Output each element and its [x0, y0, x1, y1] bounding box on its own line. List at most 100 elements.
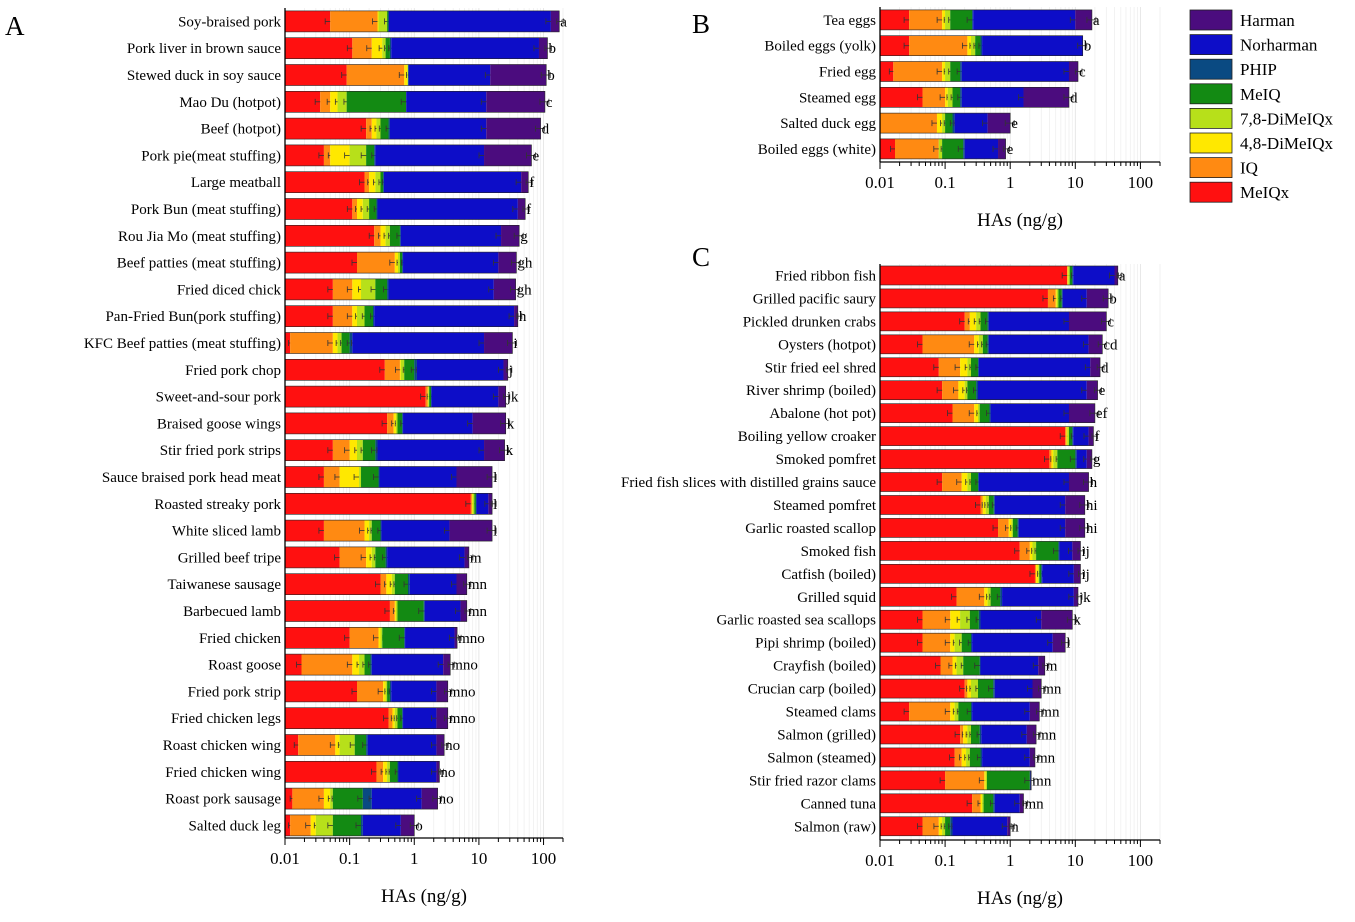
bar-segment: [550, 10, 560, 32]
category-label: Canned tuna: [801, 796, 877, 812]
bar-segment: [982, 793, 984, 813]
bar-segment: [380, 520, 382, 542]
x-axis-title: HAs (ng/g): [381, 886, 467, 907]
bar-segment: [1029, 747, 1035, 767]
bar-segment: [337, 91, 347, 113]
category-label: Stir fried eel shred: [765, 360, 877, 376]
bar-segment: [1086, 380, 1098, 400]
bar-segment: [985, 495, 989, 515]
bar-segment: [1000, 587, 1003, 607]
bar-segment: [1066, 426, 1068, 446]
bar-segment: [980, 495, 983, 515]
bar-segment: [428, 386, 430, 408]
bar-segment: [979, 724, 982, 744]
bar-segment: [993, 679, 995, 699]
bar-segment: [1059, 541, 1073, 561]
group-letter: m: [470, 550, 482, 566]
bar-segment: [431, 386, 499, 408]
bar-row: Roast goose mno: [208, 653, 478, 676]
bar-segment: [998, 518, 1009, 538]
bar-segment: [967, 472, 972, 492]
bar-segment: [380, 118, 389, 140]
bar-segment: [285, 573, 381, 595]
bar-segment: [454, 627, 458, 649]
legend-label: IQ: [1240, 159, 1258, 178]
bar-segment: [330, 10, 378, 32]
bar-segment: [971, 472, 978, 492]
bar-segment: [330, 144, 350, 166]
bar-segment: [285, 252, 358, 274]
bar-segment: [409, 573, 457, 595]
bar-segment: [285, 332, 291, 354]
bar-segment: [880, 61, 894, 82]
bar-segment: [1026, 724, 1037, 744]
bar-segment: [323, 520, 365, 542]
bar-segment: [486, 91, 545, 113]
group-letter: mn: [1042, 682, 1062, 698]
bar-segment: [945, 770, 985, 790]
bar-segment: [397, 412, 403, 434]
bar-segment: [950, 9, 973, 30]
bar-segment: [961, 472, 968, 492]
bar-row: Salted duck leg o: [189, 814, 423, 837]
legend-label: Norharman: [1240, 36, 1318, 55]
bar-segment: [472, 493, 475, 515]
bar-segment: [385, 225, 390, 247]
bar-segment: [285, 64, 347, 86]
x-tick-label: 100: [531, 849, 557, 868]
bar-segment: [443, 654, 451, 676]
bar-segment: [378, 466, 380, 488]
bar-segment: [341, 332, 350, 354]
bar-segment: [954, 702, 959, 722]
bar-segment: [1030, 770, 1032, 790]
group-letter: no: [440, 765, 455, 781]
bar-segment: [374, 144, 376, 166]
bar-segment: [285, 198, 353, 220]
bar-segment: [471, 493, 473, 515]
group-letter: h: [519, 309, 527, 325]
category-label: Pork liver in brown sauce: [127, 41, 281, 57]
bar-segment: [972, 633, 1053, 653]
group-letter: h: [1090, 475, 1098, 491]
bar-segment: [1019, 793, 1024, 813]
bar-segment: [332, 278, 353, 300]
category-label: Salted duck egg: [780, 116, 876, 132]
bar-segment: [993, 495, 995, 515]
bar-segment: [382, 37, 386, 59]
bar-segment: [408, 573, 410, 595]
bar-segment: [1065, 426, 1067, 446]
bar-segment: [1068, 311, 1107, 331]
category-label: Fried pork chop: [185, 363, 281, 379]
bar-row: Pipi shrimp (boiled) l: [755, 632, 1070, 653]
category-label: Grilled pacific saury: [753, 291, 877, 307]
category-label: Smoked fish: [801, 544, 877, 560]
category-label: Beef (hotpot): [201, 122, 281, 138]
bar-segment: [391, 573, 395, 595]
bar-segment: [362, 814, 401, 836]
bar-row: Beef patties (meat stuffing) gh: [117, 251, 533, 274]
bar-segment: [963, 724, 968, 744]
category-label: Garlic roasted sea scallops: [716, 613, 876, 629]
bar-segment: [945, 9, 951, 30]
bar-segment: [285, 546, 340, 568]
bar-segment: [982, 747, 1030, 767]
category-label: Pickled drunken crabs: [743, 314, 876, 330]
legend-swatch: [1189, 108, 1233, 129]
bar-segment: [361, 814, 363, 836]
bar-segment: [383, 680, 386, 702]
category-label: Fried pork strip: [188, 684, 281, 700]
x-tick-label: 1: [1006, 173, 1015, 192]
bar-row: Taiwanese sausage mn: [168, 573, 487, 596]
bar-segment: [880, 770, 946, 790]
bar-segment: [320, 91, 331, 113]
bar-segment: [964, 138, 999, 159]
bar-segment: [498, 386, 506, 408]
bar-segment: [1018, 518, 1066, 538]
x-tick-label: 100: [1128, 173, 1154, 192]
category-label: Fried chicken: [199, 631, 282, 647]
bar-segment: [374, 305, 515, 327]
bar-row: Fried ribbon fish a: [775, 265, 1126, 286]
bar-row: Crucian carp (boiled) mn: [748, 678, 1062, 699]
bar-segment: [969, 610, 979, 630]
bar-segment: [984, 770, 986, 790]
